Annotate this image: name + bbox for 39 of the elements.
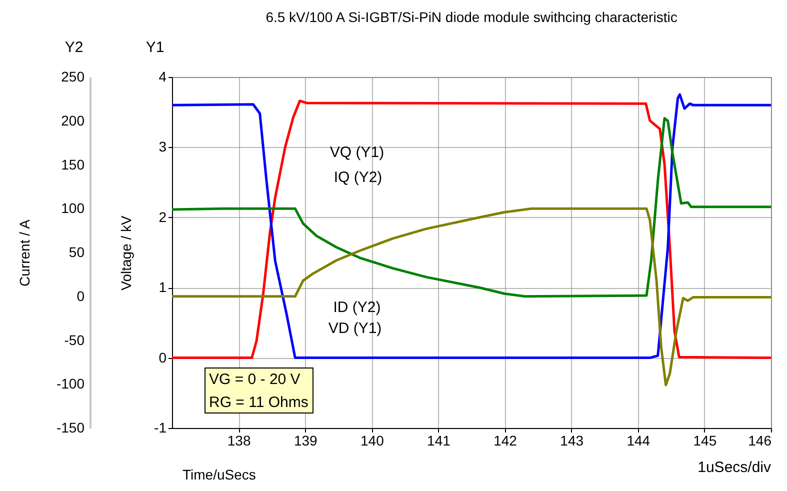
x-tick-label: 146 <box>748 432 772 448</box>
x-tick-label: 141 <box>427 432 451 448</box>
text: VQ (Y1) <box>330 144 384 161</box>
y-tick-label: 2 <box>158 208 167 225</box>
y2-tick-label: 0 <box>76 288 85 304</box>
x-axis-title: Time/uSecs <box>182 466 256 482</box>
text: Y2 <box>64 39 84 56</box>
y2-tick-label: 250 <box>61 68 85 84</box>
y2-tick-label: 100 <box>61 200 85 216</box>
x-tick-label: 144 <box>626 432 650 448</box>
y-tick-label: 1 <box>158 279 167 296</box>
x-tick-label: 138 <box>227 432 251 448</box>
chart-title: 6.5 kV/100 A Si-IGBT/Si-PiN diode module swithcing characteristic <box>266 9 678 25</box>
text: IQ (Y2) <box>334 169 382 186</box>
y-tick-label: -1 <box>154 420 167 436</box>
y2-tick-label: -50 <box>64 332 85 348</box>
line-series <box>172 207 771 386</box>
x-tick-label: 139 <box>294 432 318 448</box>
y-axis-title: Voltage / kV <box>118 214 134 290</box>
series-label: VD (Y1) <box>328 320 382 337</box>
x-tick-label: 143 <box>560 432 584 448</box>
y-tick-label: 3 <box>158 138 167 155</box>
annotation: VG = 0 - 20 V <box>209 371 300 388</box>
y2-tick-label: -100 <box>56 376 85 392</box>
x-tick-label: 140 <box>360 432 384 448</box>
annotation: RG = 11 Ohms <box>209 394 308 411</box>
text: ID (Y2) <box>333 299 381 316</box>
y-tick-label: 0 <box>158 349 167 366</box>
y-tick-label: 4 <box>158 68 167 84</box>
y2-tick-label: 200 <box>61 112 85 128</box>
text: 1uSecs/div <box>698 459 772 476</box>
y2-tick-label: -150 <box>56 420 85 436</box>
y2-tick-label: 50 <box>68 244 85 260</box>
y2-axis-title: Current / A <box>16 218 32 286</box>
y2-tick-label: 150 <box>61 156 85 172</box>
x-tick-label: 142 <box>494 432 518 448</box>
line-series <box>172 116 771 298</box>
x-tick-label: 145 <box>693 432 717 448</box>
text: Y1 <box>146 39 164 56</box>
